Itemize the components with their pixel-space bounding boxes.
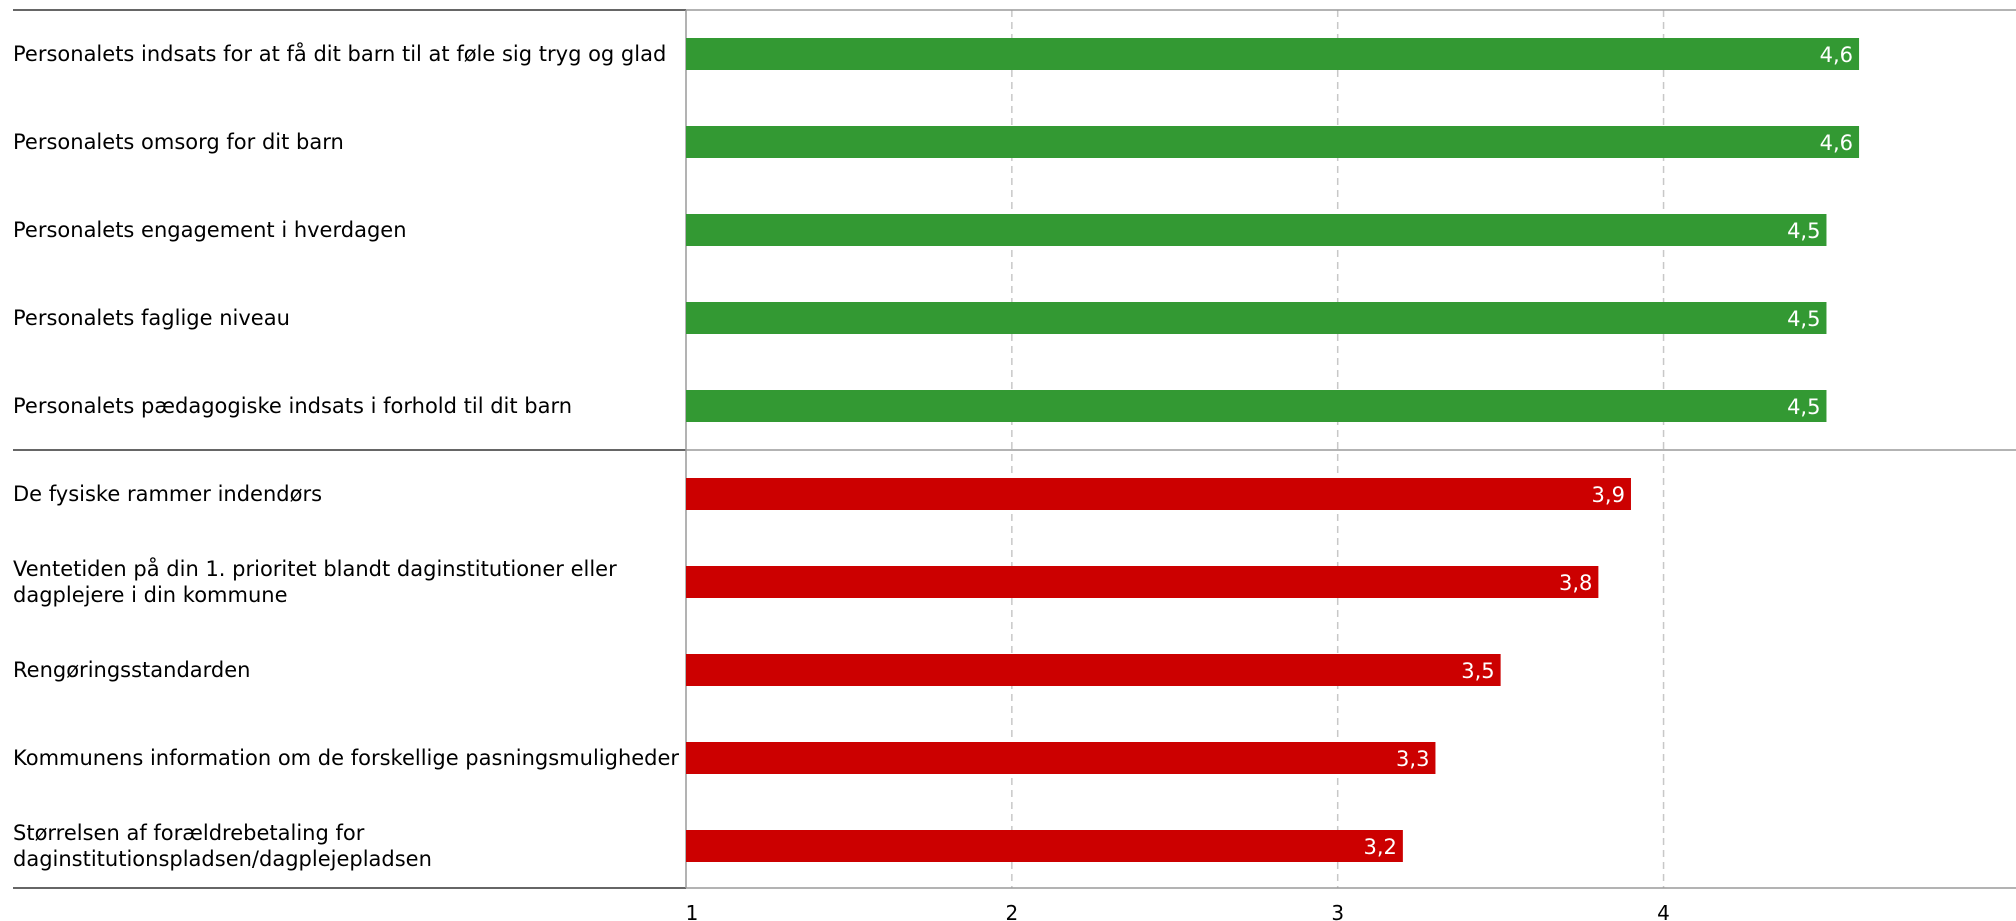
x-tick-label: 3 <box>1331 901 1344 921</box>
data-label: 3,2 <box>1363 835 1396 859</box>
data-label: 3,8 <box>1559 571 1592 595</box>
bars <box>686 38 1860 862</box>
category-label: Ventetiden på din 1. prioritet blandt da… <box>13 557 617 607</box>
data-label: 4,5 <box>1787 219 1820 243</box>
category-label: Personalets engagement i hverdagen <box>13 218 407 242</box>
category-label: Personalets omsorg for dit barn <box>13 130 344 154</box>
category-label: De fysiske rammer indendørs <box>13 482 323 506</box>
bar <box>686 654 1501 686</box>
x-axis-ticks: 1 2 3 4 <box>686 901 1670 921</box>
value-labels: 4,6 4,6 4,5 4,5 4,5 3,9 3,8 3,5 3,3 3,2 <box>1363 43 1853 859</box>
data-label: 3,3 <box>1396 747 1429 771</box>
category-label: Rengøringsstandarden <box>13 658 251 682</box>
bar <box>686 390 1827 422</box>
category-label: Personalets indsats for at få dit barn t… <box>13 42 667 66</box>
x-tick-label: 1 <box>686 901 699 921</box>
x-tick-label: 2 <box>1005 901 1018 921</box>
bar <box>686 566 1599 598</box>
data-label: 4,6 <box>1820 43 1853 67</box>
data-label: 4,5 <box>1787 395 1820 419</box>
bar <box>686 38 1860 70</box>
category-label: Størrelsen af forældrebetaling for dagin… <box>13 821 432 871</box>
data-label: 3,9 <box>1592 483 1625 507</box>
bar <box>686 126 1860 158</box>
data-label: 4,6 <box>1820 131 1853 155</box>
data-label: 3,5 <box>1461 659 1494 683</box>
chart-frame <box>13 9 2016 889</box>
bar <box>686 742 1436 774</box>
x-tick-label: 4 <box>1657 901 1670 921</box>
bar <box>686 214 1827 246</box>
category-label: Personalets faglige niveau <box>13 306 290 330</box>
bar <box>686 302 1827 334</box>
category-label: Personalets pædagogiske indsats i forhol… <box>13 394 573 418</box>
data-label: 4,5 <box>1787 307 1820 331</box>
bar <box>686 830 1403 862</box>
bar <box>686 478 1631 510</box>
category-label: Kommunens information om de forskellige … <box>13 746 680 770</box>
